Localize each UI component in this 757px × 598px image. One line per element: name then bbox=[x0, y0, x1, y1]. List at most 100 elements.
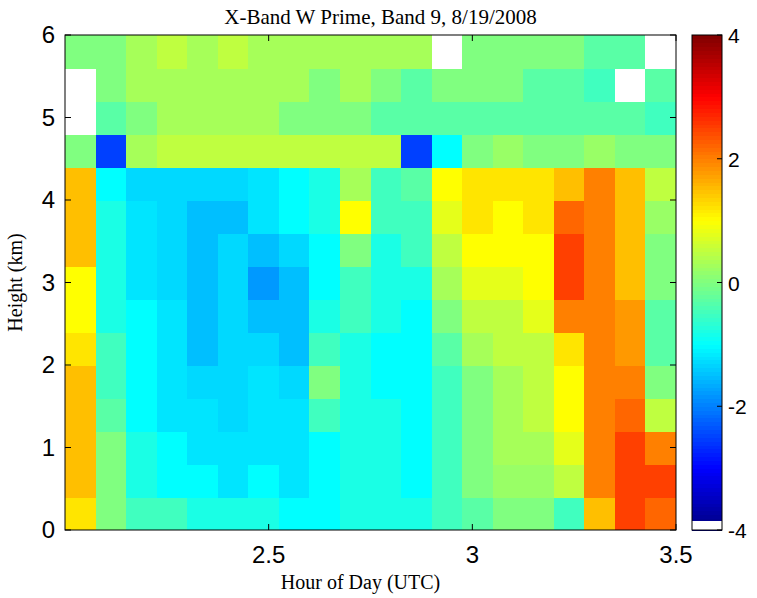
colorbar-step bbox=[692, 399, 722, 403]
heat-cell bbox=[65, 134, 96, 168]
x-tick-label: 3.5 bbox=[659, 541, 692, 568]
colorbar-step bbox=[692, 124, 722, 128]
heat-cell bbox=[645, 431, 676, 465]
colorbar-step bbox=[692, 402, 722, 406]
y-tick bbox=[65, 117, 71, 118]
x-tick bbox=[268, 524, 269, 530]
colorbar-step bbox=[692, 491, 722, 495]
y-axis-title: Height (km) bbox=[4, 233, 27, 331]
colorbar-step bbox=[692, 116, 722, 120]
colorbar-tick-label: 4 bbox=[728, 24, 740, 47]
heat-cell bbox=[432, 299, 463, 333]
heat-cell bbox=[523, 200, 554, 234]
colorbar-step bbox=[692, 159, 722, 163]
heat-cell bbox=[493, 266, 524, 300]
colorbar-step bbox=[692, 356, 722, 360]
colorbar-step bbox=[692, 286, 722, 290]
heat-cell bbox=[371, 365, 402, 399]
heat-cell bbox=[493, 233, 524, 267]
heat-cell bbox=[584, 134, 615, 168]
heat-cell bbox=[65, 68, 96, 102]
colorbar-step bbox=[692, 395, 722, 399]
heat-cell bbox=[340, 101, 371, 135]
heat-cell bbox=[371, 497, 402, 530]
heat-cell bbox=[279, 431, 310, 465]
heat-cell bbox=[248, 266, 279, 300]
heat-cell bbox=[218, 134, 249, 168]
heat-cell bbox=[615, 332, 646, 366]
y-tick-label: 1 bbox=[42, 434, 55, 461]
colorbar-step bbox=[692, 333, 722, 337]
heat-cell bbox=[218, 464, 249, 498]
heat-cell bbox=[615, 431, 646, 465]
heat-cell bbox=[432, 233, 463, 267]
heat-cell bbox=[248, 398, 279, 432]
colorbar-step bbox=[692, 128, 722, 132]
heat-cell bbox=[554, 464, 585, 498]
heat-cell bbox=[645, 497, 676, 530]
heat-cell bbox=[340, 431, 371, 465]
heat-cell bbox=[309, 233, 340, 267]
heat-cell bbox=[554, 200, 585, 234]
y-tick-label: 4 bbox=[42, 186, 55, 213]
heat-cell bbox=[157, 101, 188, 135]
colorbar-step bbox=[692, 306, 722, 310]
heat-cell bbox=[279, 101, 310, 135]
heat-cell bbox=[96, 464, 127, 498]
heat-cell bbox=[157, 398, 188, 432]
colorbar-step bbox=[692, 267, 722, 271]
colorbar-step bbox=[692, 132, 722, 136]
colorbar-step bbox=[692, 480, 722, 484]
heat-cell bbox=[187, 200, 218, 234]
colorbar-step bbox=[692, 213, 722, 217]
heat-cell bbox=[187, 365, 218, 399]
colorbar-step bbox=[692, 383, 722, 387]
heat-cell bbox=[187, 398, 218, 432]
y-tick bbox=[65, 35, 71, 36]
heat-cell bbox=[248, 365, 279, 399]
heat-cell bbox=[187, 497, 218, 530]
colorbar-step bbox=[692, 248, 722, 252]
heat-cell bbox=[340, 35, 371, 69]
heat-cell bbox=[493, 167, 524, 201]
heat-cell bbox=[187, 266, 218, 300]
heat-cell bbox=[493, 365, 524, 399]
heat-cell bbox=[157, 299, 188, 333]
colorbar-step bbox=[692, 464, 722, 468]
colorbar-step bbox=[692, 151, 722, 155]
heat-cell bbox=[462, 464, 493, 498]
heat-cell bbox=[401, 101, 432, 135]
heat-cell bbox=[309, 464, 340, 498]
heat-cell bbox=[462, 35, 493, 69]
colorbar-step bbox=[692, 279, 722, 283]
heat-cell bbox=[157, 35, 188, 69]
heat-cell bbox=[462, 68, 493, 102]
colorbar-step bbox=[692, 170, 722, 174]
colorbar-step bbox=[692, 337, 722, 341]
heat-cell bbox=[493, 497, 524, 530]
heat-cell bbox=[218, 167, 249, 201]
heat-cell bbox=[584, 464, 615, 498]
heat-cell bbox=[309, 398, 340, 432]
y-tick-label: 0 bbox=[42, 516, 55, 543]
heat-cell bbox=[523, 233, 554, 267]
heat-cell bbox=[157, 134, 188, 168]
y-tick-label: 2 bbox=[42, 351, 55, 378]
colorbar-step bbox=[692, 410, 722, 414]
y-tick bbox=[65, 447, 71, 448]
colorbar-step bbox=[692, 105, 722, 109]
heat-cell bbox=[309, 332, 340, 366]
colorbar-step bbox=[692, 224, 722, 228]
chart: 2.533.50123456X-Band W Prime, Band 9, 8/… bbox=[0, 0, 757, 598]
heat-cell bbox=[554, 398, 585, 432]
heat-cell bbox=[371, 233, 402, 267]
heat-cell bbox=[554, 101, 585, 135]
y-tick bbox=[670, 35, 676, 36]
colorbar-step bbox=[692, 62, 722, 66]
heat-cell bbox=[462, 200, 493, 234]
heat-cell bbox=[645, 68, 676, 102]
heat-cell bbox=[65, 365, 96, 399]
heat-cell bbox=[462, 134, 493, 168]
heat-cell bbox=[523, 365, 554, 399]
heat-cell bbox=[187, 167, 218, 201]
